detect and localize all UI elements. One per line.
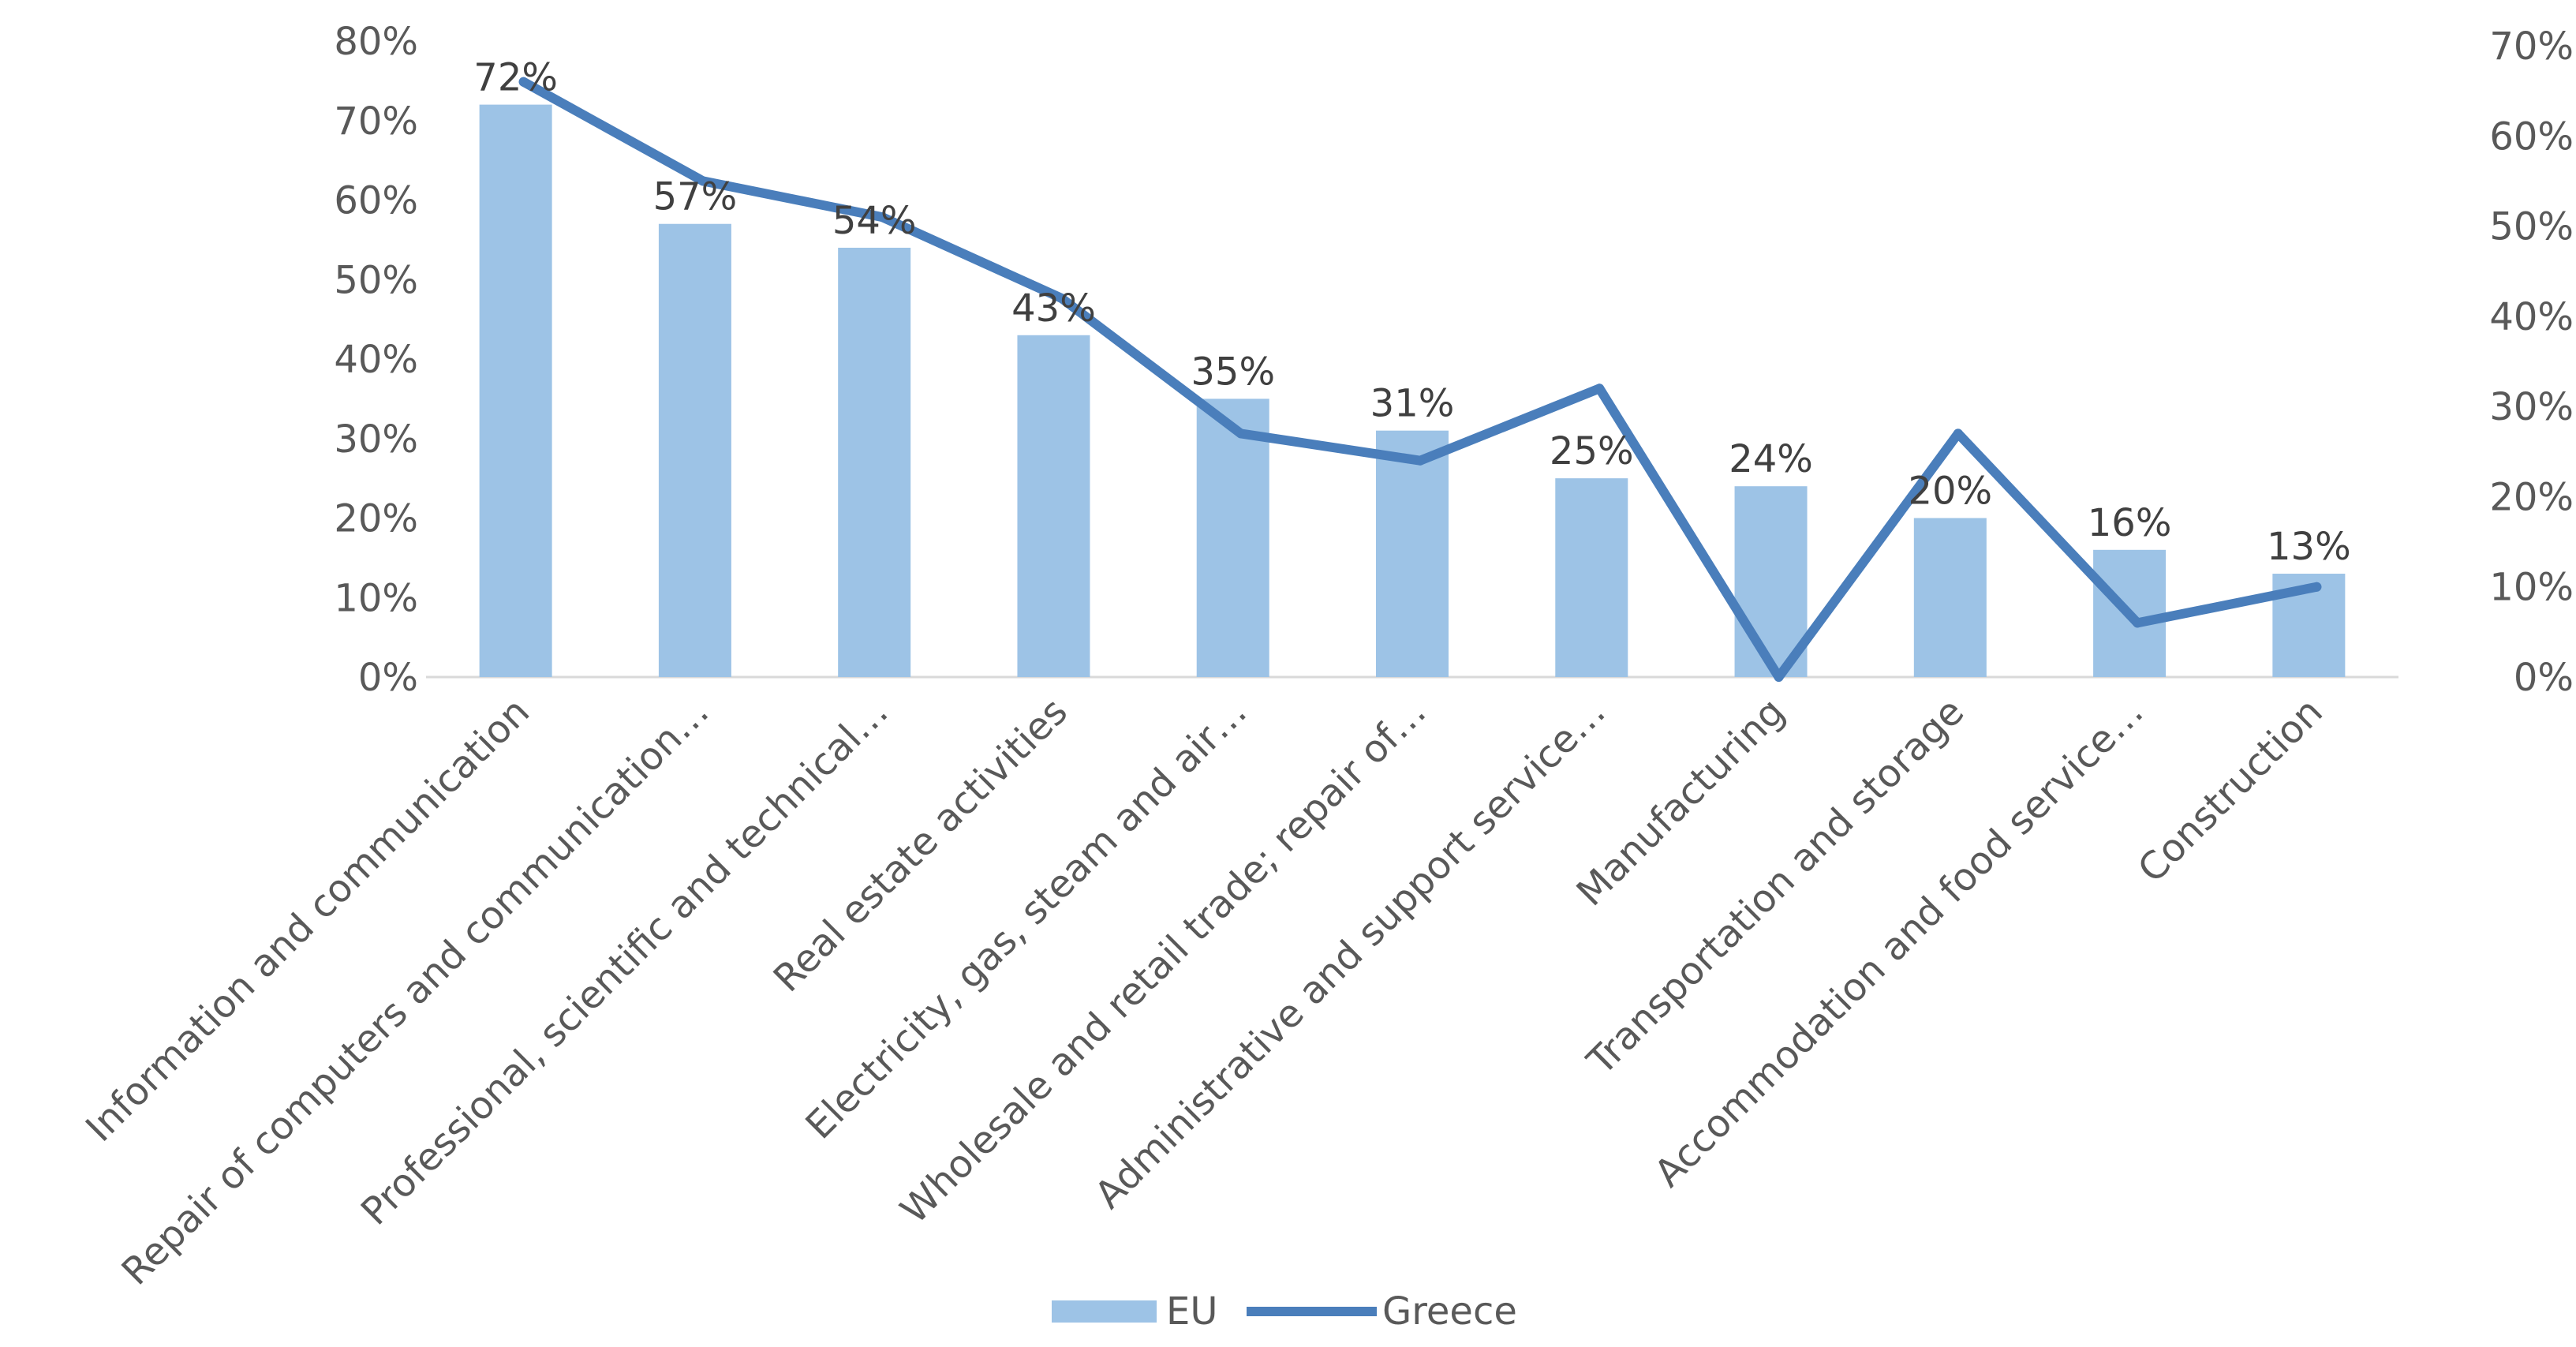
right-axis-tick-label: 60% [2489,114,2574,159]
legend-swatch-eu [1052,1300,1157,1323]
greece-point [1774,672,1784,682]
eu-bar [1555,478,1628,677]
eu-data-label: 16% [2088,501,2172,545]
left-y-axis: 0% 10% 20% 30% 40% 50% 60% 70% 80% [334,20,418,700]
greece-point [1236,428,1246,438]
right-axis-tick-label: 10% [2489,566,2574,610]
left-axis-tick-label: 30% [334,417,418,462]
greece-point [1953,428,1963,438]
eu-data-label: 57% [653,175,738,219]
category-label: Real estate activities [765,690,1076,1001]
eu-data-label: 24% [1729,437,1813,481]
category-label: Construction [2129,690,2331,892]
eu-data-label: 54% [832,199,917,243]
eu-bar [1914,518,1987,678]
left-axis-tick-label: 60% [334,179,418,223]
right-axis-tick-label: 70% [2489,24,2574,69]
eu-data-label: 31% [1370,382,1455,426]
greece-point [2312,582,2321,592]
right-axis-tick-label: 40% [2489,295,2574,339]
left-axis-tick-label: 20% [334,497,418,541]
greece-point [2133,618,2142,627]
left-axis-tick-label: 40% [334,338,418,382]
eu-data-label: 13% [2267,525,2351,569]
right-axis-tick-label: 0% [2514,656,2574,700]
eu-data-label: 20% [1908,470,1992,514]
left-axis-tick-label: 10% [334,576,418,620]
eu-data-label: 25% [1550,429,1634,473]
left-axis-tick-label: 50% [334,258,418,302]
eu-bar [1376,431,1449,677]
eu-data-label: 72% [473,56,558,100]
eu-bar [480,105,552,677]
left-axis-tick-label: 80% [334,20,418,64]
right-axis-tick-label: 20% [2489,475,2574,519]
greece-point [1415,456,1425,466]
legend: EU Greece [1052,1289,1517,1334]
eu-data-label: 35% [1191,350,1275,394]
category-label: Transportation and storage [1579,690,1973,1084]
left-axis-tick-label: 0% [358,656,418,700]
eu-bar [659,224,731,677]
greece-point [1595,384,1604,393]
eu-bar [1017,335,1090,677]
right-axis-tick-label: 50% [2489,205,2574,249]
left-axis-tick-label: 70% [334,99,418,144]
eu-bar [838,248,910,677]
legend-label-greece: Greece [1382,1289,1517,1334]
eu-data-label: 43% [1011,286,1096,331]
legend-label-eu: EU [1166,1289,1217,1334]
right-axis-tick-label: 30% [2489,385,2574,429]
right-y-axis: 0% 10% 20% 30% 40% 50% 60% 70% [2489,24,2574,700]
